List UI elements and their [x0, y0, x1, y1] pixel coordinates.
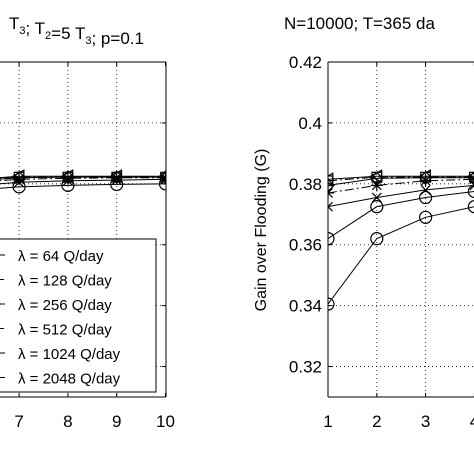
left-series-point: [61, 178, 75, 192]
left-legend-entry: λ = 128 Q/day: [18, 273, 112, 290]
right-series-point: [328, 186, 334, 199]
right-series-point: [328, 178, 335, 193]
right-series-line: [328, 184, 474, 208]
left-series-point: [160, 174, 166, 185]
left-chart-title: T3; T2=5 T3; p=0.1: [9, 14, 144, 48]
left-legend: λ = 64 Q/day λ = 128 Q/day λ = 256 Q/day λ …: [0, 238, 157, 393]
right-y-tick-label: 0.42: [289, 53, 322, 72]
right-y-tick-label: 0.32: [289, 358, 322, 377]
left-legend-entry: λ = 512 Q/day: [18, 322, 112, 339]
right-chart: N=10000; T=365 da Gain over Flooding (G) 0…: [253, 14, 474, 431]
left-series-point: [62, 175, 73, 186]
left-chart: T3; T2=5 T3; p=0.1 7 8 9 10 λ = 64 Q/day λ = 1…: [0, 14, 175, 431]
right-series-point: [370, 232, 384, 246]
right-y-tick-label: 0.38: [289, 175, 322, 194]
right-x-tick-label: 2: [372, 412, 381, 431]
right-series-point: [371, 192, 382, 203]
left-x-tick-label: 8: [63, 412, 72, 431]
left-legend-entry: λ = 256 Q/day: [18, 297, 112, 314]
left-series-point: [158, 177, 166, 191]
right-series: [328, 169, 474, 311]
left-x-tick-label: 7: [14, 412, 23, 431]
left-series-point: [13, 173, 26, 186]
right-series-point: [419, 174, 432, 187]
left-x-tick-label: 10: [156, 412, 175, 431]
right-chart-title: N=10000; T=365 da: [284, 14, 435, 33]
right-series-point: [328, 232, 335, 246]
left-series: [0, 169, 166, 194]
right-y-axis-label: Gain over Flooding (G): [253, 149, 270, 312]
left-series-point: [110, 171, 123, 184]
left-series-point: [12, 180, 26, 194]
left-x-tick-label: 9: [112, 412, 121, 431]
right-y-tick-label: 0.4: [298, 114, 322, 133]
left-series-point: [14, 177, 25, 188]
right-series-line: [328, 190, 474, 240]
left-legend-entry: λ = 1024 Q/day: [18, 346, 121, 363]
left-series-point: [110, 177, 124, 192]
right-y-tick-label: 0.36: [289, 236, 322, 255]
right-series-line: [328, 206, 474, 305]
right-x-tick-label: 1: [323, 412, 332, 431]
left-series-point: [61, 172, 74, 185]
right-series-point: [328, 201, 333, 212]
right-grid: [328, 62, 474, 397]
right-series-line: [328, 178, 474, 194]
right-x-tick-label: 4: [470, 412, 474, 431]
right-x-tick-label: 3: [421, 412, 430, 431]
right-series-point: [469, 180, 474, 191]
right-series-point: [419, 190, 433, 205]
right-series-point: [467, 184, 474, 199]
left-legend-entry: λ = 64 Q/day: [18, 248, 104, 265]
left-series-line: [0, 183, 166, 189]
right-series-point: [328, 175, 334, 187]
right-y-tick-label: 0.34: [289, 297, 322, 316]
right-series-point: [370, 200, 384, 214]
right-series-point: [419, 210, 433, 224]
right-series-point: [328, 297, 335, 311]
left-legend-entry: λ = 2048 Q/day: [18, 371, 121, 388]
left-series-point: [111, 175, 122, 186]
right-series-point: [370, 179, 383, 192]
right-series-point: [467, 200, 474, 214]
